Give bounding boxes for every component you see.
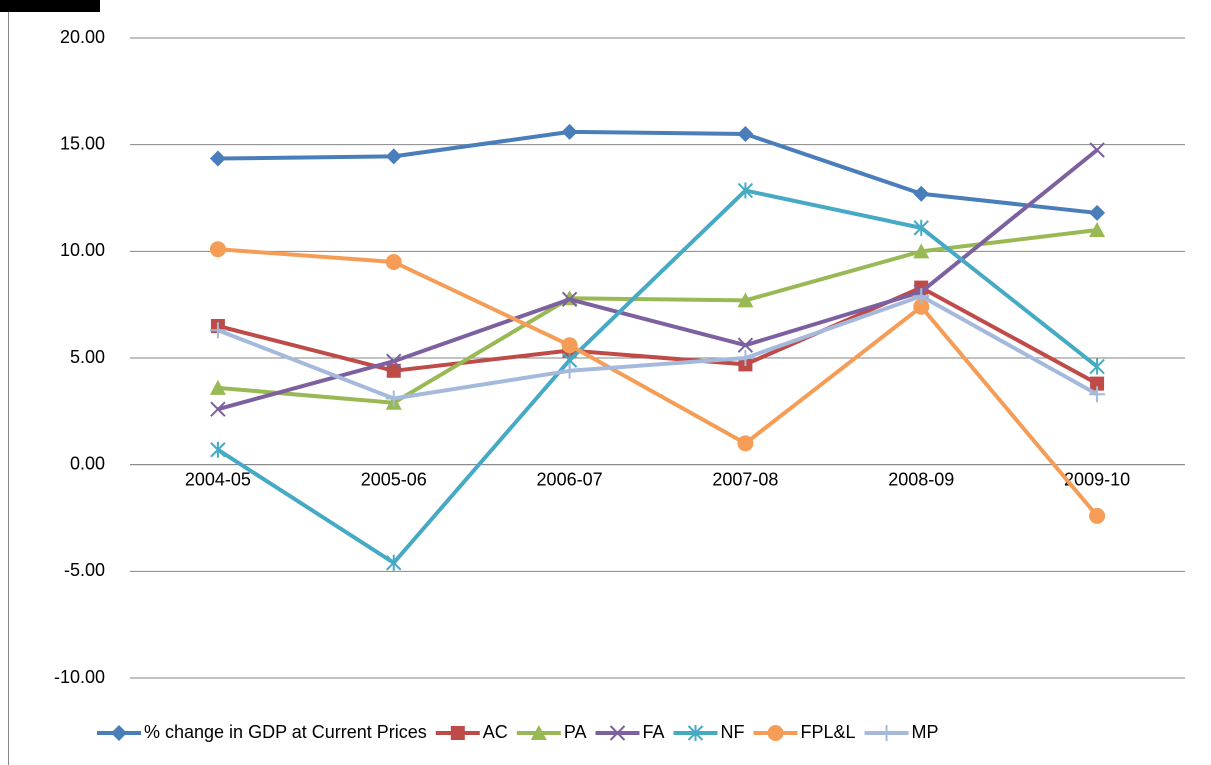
marker: [111, 725, 127, 741]
marker: [561, 337, 578, 354]
marker: [737, 182, 754, 199]
marker: [561, 123, 578, 140]
marker: [561, 362, 578, 379]
legend-label: NF: [721, 722, 745, 742]
y-tick-label: 15.00: [60, 133, 105, 153]
marker: [561, 291, 578, 308]
marker: [209, 322, 226, 339]
series-line: [216, 188, 1099, 565]
marker: [609, 725, 626, 741]
marker: [687, 725, 704, 741]
marker: [530, 725, 547, 740]
marker: [386, 554, 402, 571]
legend-item: PA: [516, 722, 587, 742]
legend-item: NF: [673, 722, 745, 742]
y-tick-label: 0.00: [70, 453, 105, 473]
legend-item: FA: [595, 722, 665, 742]
marker: [913, 243, 930, 259]
legend-item: MP: [864, 722, 939, 742]
marker: [209, 241, 226, 258]
marker: [210, 401, 226, 417]
series-line: [217, 129, 1098, 215]
legend-label: % change in GDP at Current Prices: [144, 722, 427, 742]
x-tick-label: 2008-09: [888, 469, 954, 489]
marker: [1089, 222, 1106, 237]
marker: [386, 363, 401, 378]
series-line: [217, 247, 1099, 518]
legend-label: FA: [643, 722, 665, 742]
marker: [1089, 507, 1106, 524]
series-line: [217, 294, 1099, 401]
marker: [767, 725, 784, 741]
series-line: [217, 228, 1098, 405]
series-line: [217, 285, 1099, 386]
legend-label: MP: [912, 722, 939, 742]
marker: [450, 726, 465, 740]
legend-label: FPL&L: [801, 722, 856, 742]
figure-tag: [0, 0, 100, 12]
marker: [913, 219, 929, 236]
marker: [1089, 386, 1106, 403]
marker: [737, 337, 754, 353]
legend-label: PA: [564, 722, 587, 742]
x-tick-label: 2009-10: [1064, 469, 1130, 489]
legend-item: % change in GDP at Current Prices: [97, 722, 427, 742]
y-tick-label: 20.00: [60, 27, 105, 47]
series-line: [217, 148, 1099, 412]
marker: [737, 350, 754, 366]
marker: [913, 185, 930, 202]
y-tick-label: 5.00: [70, 347, 105, 367]
legend-label: AC: [483, 722, 508, 742]
marker: [386, 353, 402, 369]
marker: [878, 725, 895, 741]
marker: [913, 288, 930, 305]
x-tick-label: 2006-07: [537, 469, 603, 489]
marker: [913, 298, 930, 315]
marker: [1089, 142, 1105, 158]
x-tick-label: 2007-08: [712, 469, 778, 489]
marker: [1089, 204, 1106, 221]
y-tick-label: -5.00: [64, 560, 105, 580]
marker: [209, 379, 226, 395]
marker: [210, 441, 226, 458]
marker: [385, 390, 402, 407]
marker: [1089, 358, 1105, 375]
legend-item: AC: [435, 722, 508, 742]
marker: [737, 126, 754, 142]
x-tick-label: 2004-05: [185, 469, 251, 489]
marker: [737, 435, 754, 452]
x-tick-label: 2005-06: [361, 469, 427, 489]
y-tick-label: 10.00: [60, 240, 105, 260]
marker: [209, 150, 226, 167]
legend-item: FPL&L: [753, 722, 856, 742]
marker: [385, 148, 402, 165]
marker: [737, 292, 754, 308]
y-tick-label: -10.00: [54, 667, 105, 687]
marker: [385, 254, 402, 270]
marker: [1090, 376, 1105, 391]
